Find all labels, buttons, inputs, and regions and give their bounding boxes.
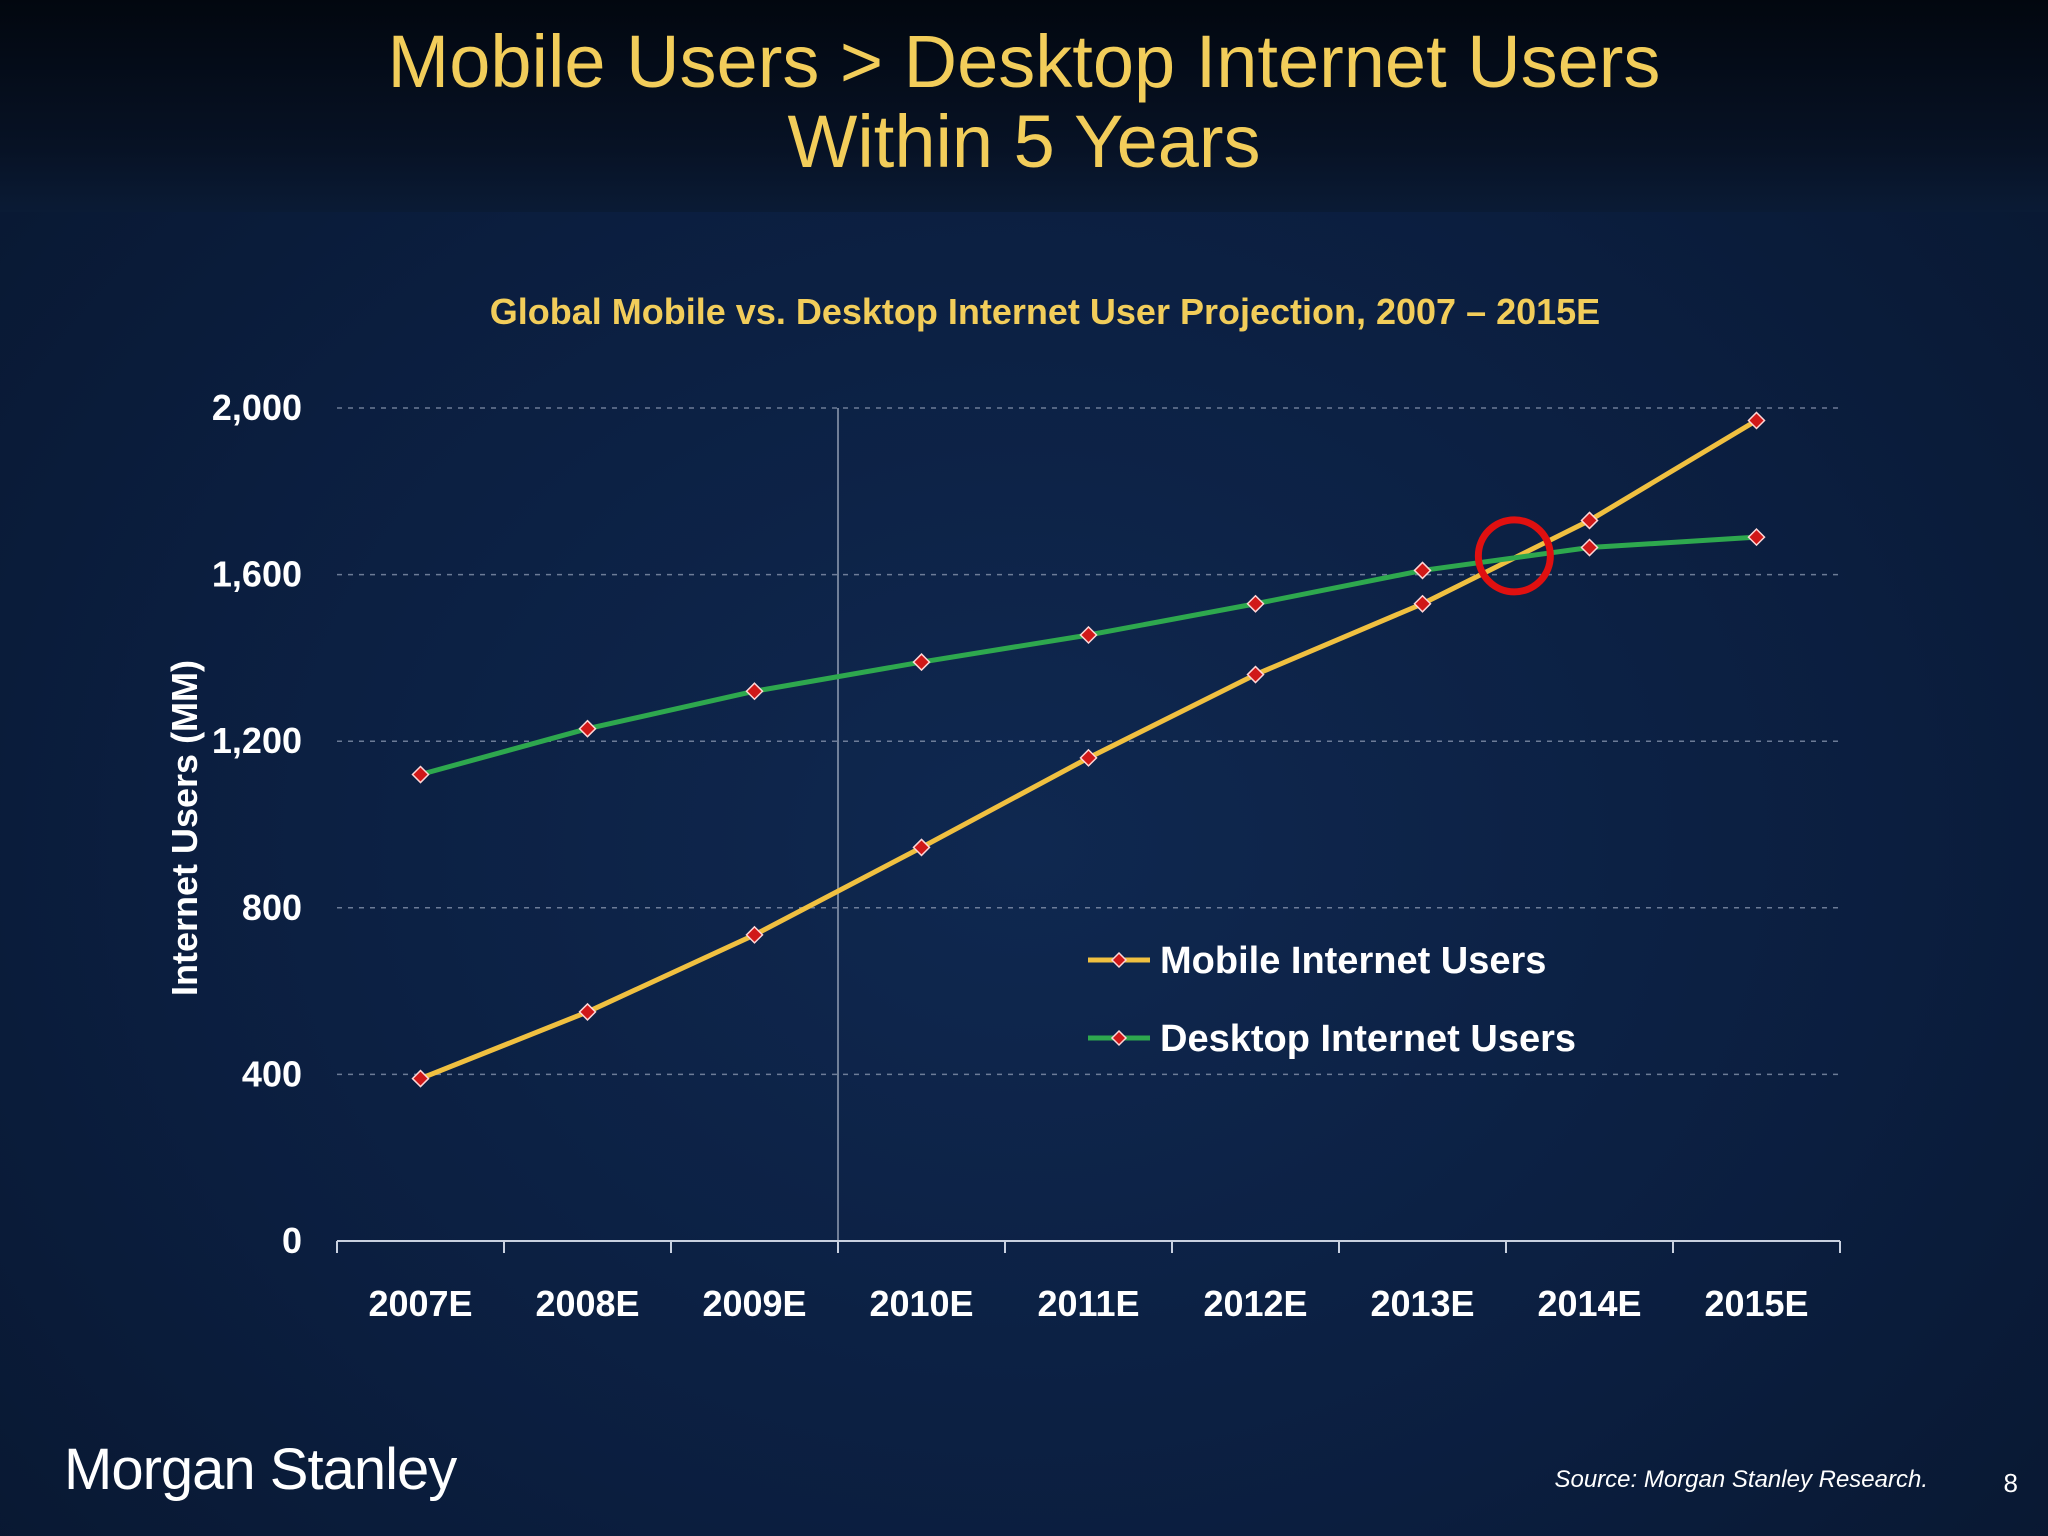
slide-title: Mobile Users > Desktop Internet Users Wi… bbox=[0, 22, 2048, 182]
data-point-mobile bbox=[912, 838, 931, 857]
y-tick-label: 1,200 bbox=[212, 720, 302, 761]
x-tick-label: 2011E bbox=[1037, 1283, 1139, 1324]
data-point-desktop bbox=[411, 765, 430, 784]
y-tick-label: 800 bbox=[242, 887, 302, 928]
data-point-mobile bbox=[745, 925, 764, 944]
slide-title-line-2: Within 5 Years bbox=[787, 100, 1261, 183]
source-note: Source: Morgan Stanley Research. bbox=[1554, 1466, 1928, 1493]
data-point-mobile bbox=[1580, 511, 1599, 530]
morgan-stanley-logo: Morgan Stanley bbox=[64, 1437, 457, 1502]
x-tick-label: 2010E bbox=[869, 1283, 973, 1324]
x-tick-label: 2007E bbox=[368, 1283, 472, 1324]
annotations bbox=[1474, 516, 1554, 596]
data-point-mobile bbox=[1079, 748, 1098, 767]
series-line-desktop bbox=[419, 534, 1757, 777]
slide-title-line-1: Mobile Users > Desktop Internet Users bbox=[387, 20, 1661, 103]
slide-header bbox=[0, 0, 2048, 212]
series bbox=[411, 411, 1766, 1088]
data-point-mobile bbox=[411, 1069, 430, 1088]
legend-label: Desktop Internet Users bbox=[1160, 1018, 1576, 1060]
data-point-desktop bbox=[1246, 594, 1265, 613]
data-point-desktop bbox=[1580, 538, 1599, 557]
x-tick-label: 2013E bbox=[1370, 1283, 1474, 1324]
data-point-desktop bbox=[912, 653, 931, 672]
x-tick-label: 2008E bbox=[535, 1283, 639, 1324]
x-tick-label: 2014E bbox=[1537, 1283, 1641, 1324]
data-point-desktop bbox=[578, 719, 597, 738]
data-point-desktop bbox=[1079, 625, 1098, 645]
y-tick-label: 2,000 bbox=[212, 387, 302, 428]
grid-lines bbox=[337, 407, 1840, 1241]
data-point-mobile bbox=[1246, 665, 1265, 684]
legend-marker bbox=[1110, 1029, 1128, 1047]
y-tick-labels: 0 400 800 1,200 1,600 2,000 bbox=[212, 387, 302, 1261]
y-axis-title: Internet Users (MM) bbox=[164, 660, 205, 996]
x-tick-label: 2012E bbox=[1203, 1283, 1307, 1324]
data-point-desktop bbox=[1413, 561, 1432, 580]
data-point-desktop bbox=[745, 682, 764, 701]
crossover-highlight-circle bbox=[1474, 516, 1554, 596]
x-tick-label: 2009E bbox=[702, 1283, 806, 1324]
data-point-mobile bbox=[1747, 411, 1766, 430]
axes bbox=[336, 1240, 1841, 1253]
page-number: 8 bbox=[2003, 1468, 2018, 1498]
legend: Mobile Internet Users Desktop Internet Us… bbox=[1088, 940, 1576, 1060]
y-tick-label: 400 bbox=[242, 1053, 302, 1094]
x-tick-labels: 2007E 2008E 2009E 2010E 2011E 2012E 2013E 2014E… bbox=[368, 1283, 1808, 1324]
legend-label: Mobile Internet Users bbox=[1160, 940, 1546, 982]
legend-marker bbox=[1110, 951, 1128, 969]
y-tick-label: 0 bbox=[282, 1220, 302, 1261]
x-tick-label: 2015E bbox=[1704, 1283, 1808, 1324]
data-point-desktop bbox=[1747, 528, 1766, 547]
data-point-mobile bbox=[578, 1002, 597, 1021]
chart-title: Global Mobile vs. Desktop Internet User … bbox=[490, 291, 1600, 332]
y-tick-label: 1,600 bbox=[212, 554, 302, 595]
data-point-mobile bbox=[1413, 594, 1432, 613]
